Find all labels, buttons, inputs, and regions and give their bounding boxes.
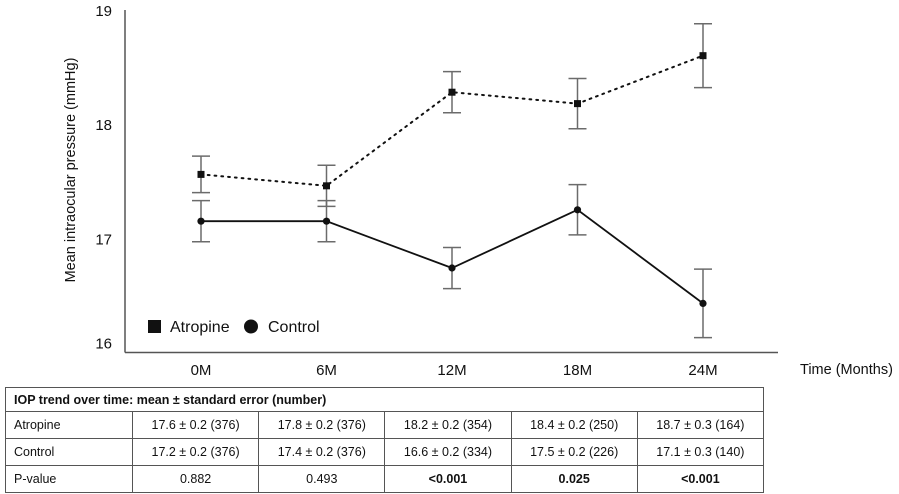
x-tick-label: 6M [316,362,337,379]
data-point-square [197,170,205,178]
table-cell: 17.4 ± 0.2 (376) [258,438,386,466]
table-row: Control 17.2 ± 0.2 (376) 17.4 ± 0.2 (376) 1… [5,438,765,466]
legend-label-atropine: Atropine [170,319,230,336]
y-tick-label: 18 [95,117,112,134]
data-point-square [448,88,456,96]
iop-trend-table: IOP trend over time: mean ± standard err… [5,387,765,493]
table-cell: <0.001 [636,465,765,493]
y-tick-label: 17 [95,231,112,248]
x-tick-label: 18M [563,362,592,379]
y-tick-labels: 16 17 18 19 [95,3,112,353]
table-caption: IOP trend over time: mean ± standard err… [5,387,764,412]
data-point-circle [322,217,331,225]
series-control [192,183,712,339]
data-point-square [323,182,330,190]
table-row: Atropine 17.6 ± 0.2 (376) 17.8 ± 0.2 (376)… [5,411,765,439]
iop-line-chart: 16 17 18 19 0M 6M 12M 18M 24M Mean intraocular … [63,3,893,379]
y-tick-label: 19 [95,3,112,20]
table-cell: 0.882 [131,465,260,493]
x-tick-label: 24M [688,362,717,379]
table-cell: 16.6 ± 0.2 (334) [384,438,512,466]
y-tick-label: 16 [95,336,112,353]
table-cell: 0.025 [510,465,638,493]
x-tick-label: 12M [437,362,466,379]
row-label: P-value [5,465,133,493]
data-point-circle [197,217,205,225]
x-tick-labels: 0M 6M 12M 18M 24M [191,362,718,379]
table-cell: 18.4 ± 0.2 (250) [510,411,638,439]
series-line [200,54,704,187]
table-cell: <0.001 [384,465,512,493]
legend-square-icon [148,320,161,333]
row-label: Control [5,438,133,466]
x-tick-label: 0M [191,362,212,379]
data-point-square [699,52,707,60]
legend-circle-icon [244,319,258,334]
table-cell: 17.8 ± 0.2 (376) [258,411,386,439]
table-cell: 18.7 ± 0.3 (164) [636,411,765,439]
legend: Atropine Control [148,319,320,336]
x-axis-title: Time (Months) [800,362,893,378]
table-cell: 17.1 ± 0.3 (140) [636,438,765,466]
data-point-circle [448,264,456,272]
table-cell: 17.6 ± 0.2 (376) [131,411,260,439]
table-cell: 17.2 ± 0.2 (376) [131,438,260,466]
legend-label-control: Control [268,319,320,336]
table-cell: 18.2 ± 0.2 (354) [384,411,512,439]
row-label: Atropine [5,411,133,439]
axes [124,10,778,354]
table-cell: 17.5 ± 0.2 (226) [510,438,638,466]
series-atropine [192,22,712,208]
series-layer [192,22,712,339]
table-caption-row: IOP trend over time: mean ± standard err… [5,387,764,412]
y-axis-title: Mean intraocular pressure (mmHg) [63,58,79,283]
data-point-circle [699,299,707,308]
table-row: P-value 0.882 0.493 <0.001 0.025 <0.001 [5,465,765,493]
table-cell: 0.493 [258,465,386,493]
data-point-square [574,100,581,108]
data-point-circle [573,206,582,214]
